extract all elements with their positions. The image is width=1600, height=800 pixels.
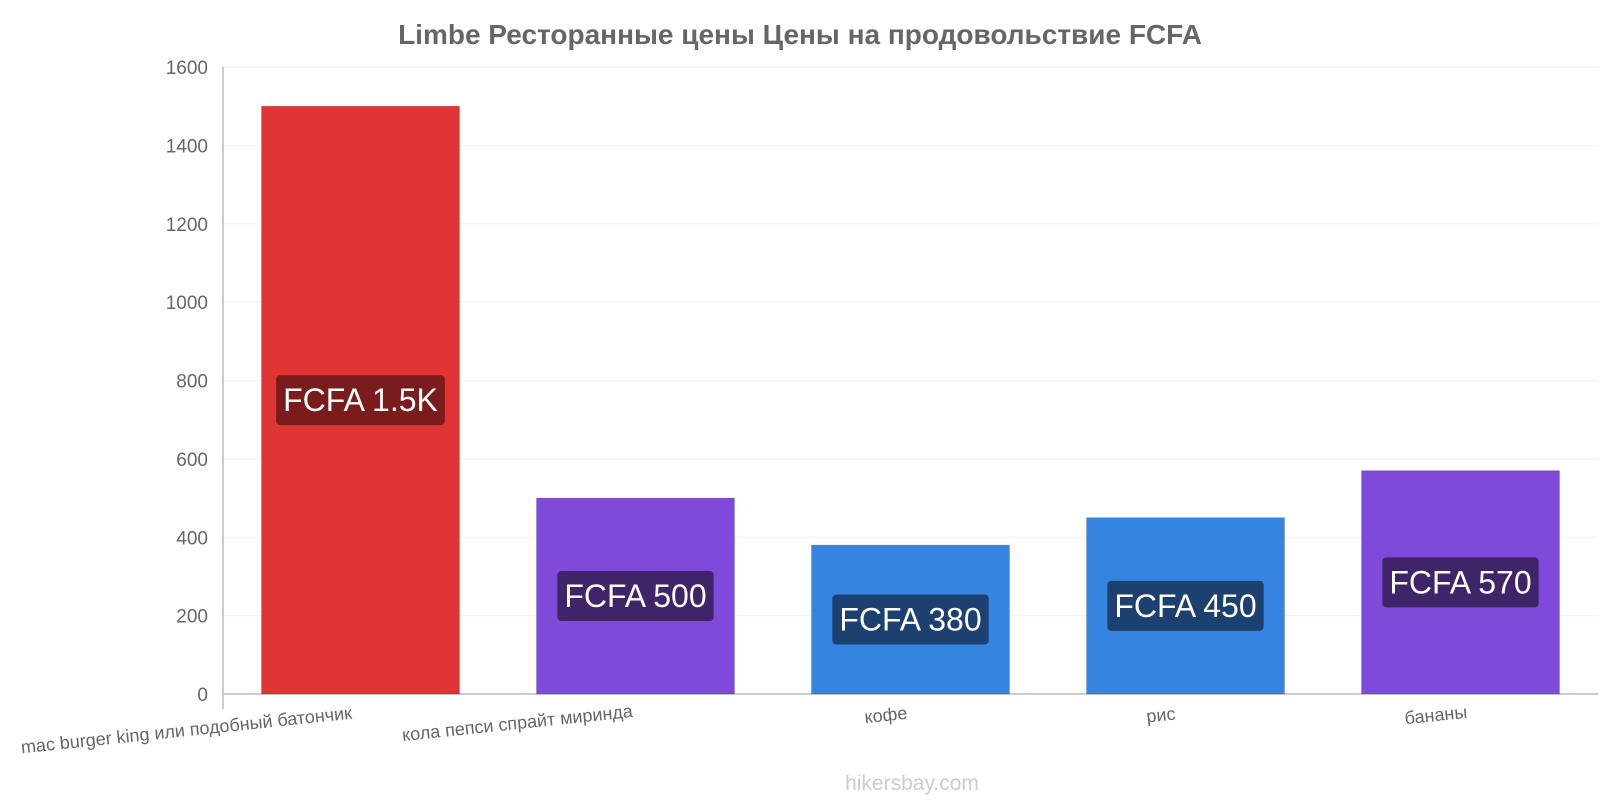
data-label: FCFA 1.5K [276, 375, 445, 426]
x-tick-labels: mac burger king или подобный батончик кол… [20, 701, 1468, 757]
y-tick-label: 600 [176, 450, 208, 471]
chart-title: Limbe Ресторанные цены Цены на продоволь… [398, 19, 1202, 50]
y-tick-label: 800 [176, 372, 208, 393]
data-label-text: FCFA 1.5K [283, 382, 438, 418]
data-label-text: FCFA 500 [564, 578, 706, 614]
y-tick-label: 1200 [166, 215, 208, 236]
x-tick-label: кола пепси спрайт миринда [401, 701, 635, 745]
watermark: hikersbay.com [845, 772, 979, 795]
data-label-text: FCFA 450 [1114, 588, 1256, 624]
data-label: FCFA 380 [832, 594, 989, 645]
data-label-background [1107, 580, 1264, 631]
data-label-text: FCFA 570 [1389, 564, 1531, 600]
data-label: FCFA 500 [557, 571, 714, 622]
y-tick-label: 400 [176, 528, 208, 549]
data-labels: FCFA 1.5K FCFA 500 FCFA 380 FCFA 450 FCFA 57… [276, 375, 1539, 645]
y-tick-labels: 0 200 400 600 800 1000 1200 1400 1600 [166, 58, 208, 706]
data-label-background [276, 375, 445, 426]
y-tick-label: 200 [176, 607, 208, 628]
data-label-background [832, 594, 989, 645]
y-tick-label: 1600 [166, 58, 208, 79]
data-label: FCFA 450 [1107, 580, 1264, 631]
data-label-background [1382, 557, 1539, 608]
y-tick-label: 1000 [166, 293, 208, 314]
data-label: FCFA 570 [1382, 557, 1539, 608]
x-tick-label: бананы [1404, 702, 1468, 728]
x-tick-label: рис [1145, 704, 1176, 727]
x-tick-label: кофе [863, 703, 908, 727]
y-tick-label: 1400 [166, 136, 208, 157]
data-label-background [557, 571, 714, 622]
x-tick-label: mac burger king или подобный батончик [20, 703, 353, 758]
y-tick-label: 0 [197, 685, 208, 706]
data-label-text: FCFA 380 [839, 602, 981, 638]
